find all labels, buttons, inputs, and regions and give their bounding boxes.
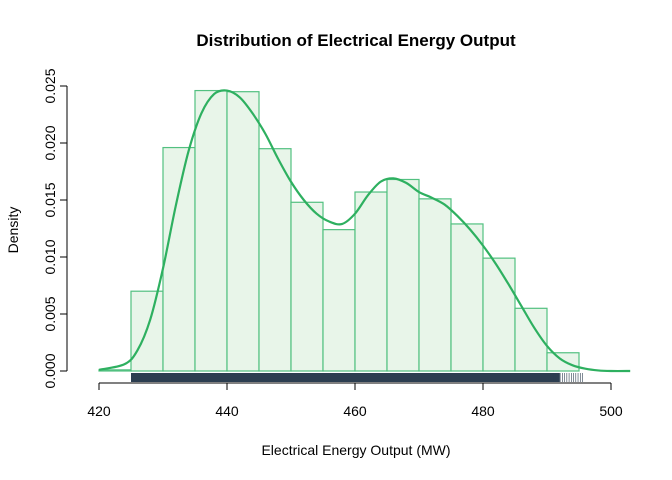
- histogram-bar: [450, 223, 484, 372]
- x-tick-label: 500: [599, 403, 623, 419]
- histogram-bar: [290, 201, 324, 372]
- y-axis: 0.000 0.005 0.010 0.015 0.020 0.025: [42, 68, 68, 389]
- y-tick-label: 0.000: [42, 353, 58, 388]
- rug-plot: [131, 373, 583, 382]
- y-tick-label: 0.010: [42, 239, 58, 274]
- chart-title: Distribution of Electrical Energy Output: [196, 31, 516, 50]
- y-axis-label: Density: [5, 207, 21, 254]
- histogram-bar: [226, 91, 260, 372]
- y-tick-label: 0.020: [42, 125, 58, 160]
- histogram-bar: [258, 148, 292, 372]
- x-tick-label: 480: [471, 403, 495, 419]
- histogram-bar: [386, 178, 420, 372]
- histogram-bar: [482, 257, 516, 372]
- x-tick-label: 440: [215, 403, 239, 419]
- density-curve: [98, 89, 631, 373]
- x-axis-label: Electrical Energy Output (MW): [261, 442, 450, 458]
- histogram-bar: [418, 198, 452, 372]
- x-tick-label: 420: [87, 403, 111, 419]
- histogram-bars: [98, 89, 580, 372]
- histogram-bar: [162, 146, 196, 372]
- y-tick-label: 0.025: [42, 68, 58, 103]
- rug-band: [131, 373, 560, 382]
- histogram-bar: [354, 191, 388, 372]
- x-axis: 420 440 460 480 500: [87, 382, 623, 419]
- y-tick-label: 0.005: [42, 296, 58, 331]
- histogram-bar: [322, 229, 356, 372]
- x-tick-label: 460: [343, 403, 367, 419]
- histogram-bar: [194, 89, 228, 372]
- y-tick-label: 0.015: [42, 182, 58, 217]
